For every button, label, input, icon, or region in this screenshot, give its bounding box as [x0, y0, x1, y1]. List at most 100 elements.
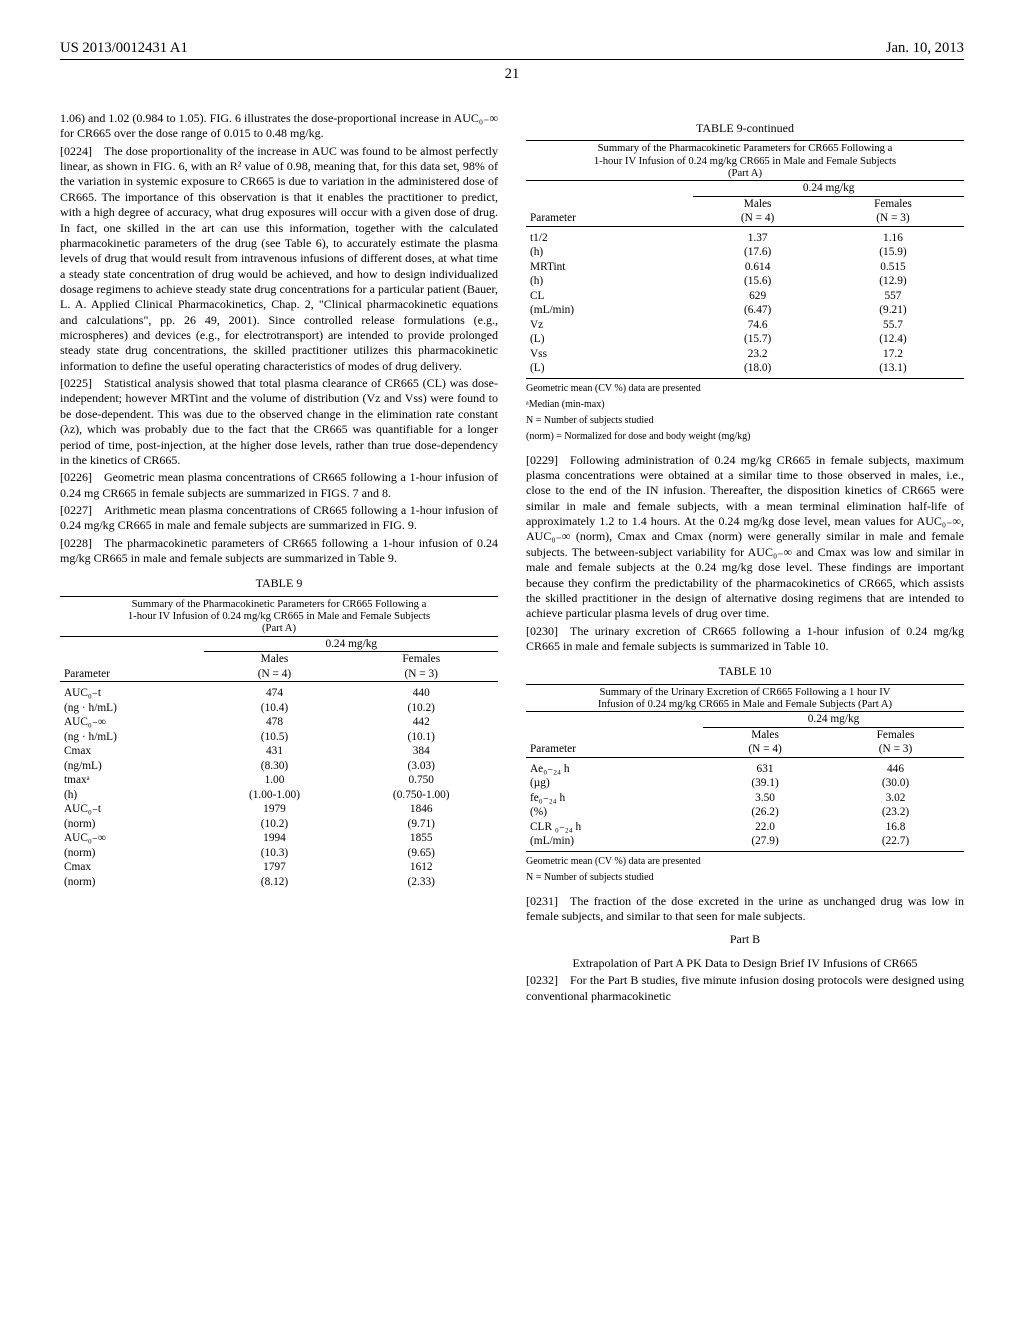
table-row: (L)(15.7)(12.4): [526, 332, 964, 347]
female-cell: (3.03): [344, 759, 498, 774]
para-0224: [0224] The dose proportionality of the i…: [60, 144, 498, 374]
female-cell: 442: [344, 715, 498, 730]
para-0226: [0226] Geometric mean plasma concentrati…: [60, 470, 498, 501]
male-cell: 431: [204, 744, 344, 759]
table9c-fn4: (norm) = Normalized for dose and body we…: [526, 431, 964, 443]
male-cell: (6.47): [693, 303, 822, 318]
table10-param-h: Parameter: [526, 742, 703, 757]
page-number: 21: [60, 66, 964, 83]
para-0228: [0228] The pharmacokinetic parameters of…: [60, 536, 498, 567]
param-cell: (mL/min): [526, 303, 693, 318]
page-header: US 2013/0012431 A1 Jan. 10, 2013: [60, 40, 964, 60]
table9-males-n: (N = 4): [204, 667, 344, 682]
table-row: AUC₀₋t19791846: [60, 802, 498, 817]
female-cell: (15.9): [822, 245, 964, 260]
female-cell: 0.750: [344, 773, 498, 788]
table-row: (h)(17.6)(15.9): [526, 245, 964, 260]
table-row: Vz74.655.7: [526, 318, 964, 333]
male-cell: (15.7): [693, 332, 822, 347]
male-cell: (8.30): [204, 759, 344, 774]
param-cell: (h): [60, 788, 204, 803]
table-row: (norm)(10.3)(9.65): [60, 846, 498, 861]
table9c-sub2: 1-hour IV Infusion of 0.24 mg/kg CR665 i…: [526, 156, 964, 168]
param-cell: (µg): [526, 776, 703, 791]
female-cell: 384: [344, 744, 498, 759]
male-cell: (15.6): [693, 274, 822, 289]
param-cell: MRTint: [526, 260, 693, 275]
table9c-males-n: (N = 4): [693, 211, 822, 226]
table-row: CLR ₀₋₂₄ h22.016.8: [526, 820, 964, 835]
table10-title: TABLE 10: [526, 664, 964, 679]
female-cell: 1855: [344, 831, 498, 846]
part-b-heading: Part B: [526, 932, 964, 947]
table-row: Vss23.217.2: [526, 347, 964, 362]
param-cell: (ng/mL): [60, 759, 204, 774]
param-cell: (norm): [60, 846, 204, 861]
table-row: t1/21.371.16: [526, 231, 964, 246]
publication-number: US 2013/0012431 A1: [60, 40, 188, 57]
param-cell: (ng · h/mL): [60, 701, 204, 716]
male-cell: (26.2): [703, 805, 827, 820]
table-row: (norm)(8.12)(2.33): [60, 875, 498, 890]
publication-date: Jan. 10, 2013: [886, 40, 964, 57]
table-row: AUC₀₋∞478442: [60, 715, 498, 730]
table10-females-n: (N = 3): [827, 742, 964, 757]
table9c-title: TABLE 9-continued: [526, 121, 964, 136]
table-row: Ae₀₋₂₄ h631446: [526, 762, 964, 777]
table9c-males-h: Males: [693, 196, 822, 211]
male-cell: (39.1): [703, 776, 827, 791]
male-cell: 631: [703, 762, 827, 777]
female-cell: (9.21): [822, 303, 964, 318]
param-cell: (mL/min): [526, 834, 703, 849]
param-cell: (L): [526, 332, 693, 347]
table-row: (ng · h/mL)(10.4)(10.2): [60, 701, 498, 716]
female-cell: 446: [827, 762, 964, 777]
param-cell: fe₀₋₂₄ h: [526, 791, 703, 806]
male-cell: 1797: [204, 860, 344, 875]
param-cell: Cmax: [60, 860, 204, 875]
para-0229: [0229] Following administration of 0.24 …: [526, 453, 964, 622]
male-cell: 1.37: [693, 231, 822, 246]
param-cell: (h): [526, 245, 693, 260]
para-0225: [0225] Statistical analysis showed that …: [60, 376, 498, 468]
table-row: (h)(1.00-1.00)(0.750-1.00): [60, 788, 498, 803]
female-cell: 1.16: [822, 231, 964, 246]
table9-title: TABLE 9: [60, 576, 498, 591]
table10-sub2: Infusion of 0.24 mg/kg CR665 in Male and…: [526, 699, 964, 712]
table9c-sub1: Summary of the Pharmacokinetic Parameter…: [526, 143, 964, 155]
table-row: (mL/min)(6.47)(9.21): [526, 303, 964, 318]
table9c-females-n: (N = 3): [822, 211, 964, 226]
female-cell: 17.2: [822, 347, 964, 362]
table10-females-h: Females: [827, 727, 964, 742]
female-cell: 0.515: [822, 260, 964, 275]
male-cell: (1.00-1.00): [204, 788, 344, 803]
table9-continued: Summary of the Pharmacokinetic Parameter…: [526, 140, 964, 378]
male-cell: (10.5): [204, 730, 344, 745]
table9c-sub3: (Part A): [526, 168, 964, 181]
table-row: (mL/min)(27.9)(22.7): [526, 834, 964, 849]
table9-sub2: 1-hour IV Infusion of 0.24 mg/kg CR665 i…: [60, 611, 498, 623]
male-cell: 3.50: [703, 791, 827, 806]
male-cell: 1994: [204, 831, 344, 846]
male-cell: (27.9): [703, 834, 827, 849]
table-row: Cmax431384: [60, 744, 498, 759]
table-row: Cmax17971612: [60, 860, 498, 875]
param-cell: AUC₀₋∞: [60, 715, 204, 730]
table-row: CL629557: [526, 289, 964, 304]
male-cell: (8.12): [204, 875, 344, 890]
male-cell: (10.4): [204, 701, 344, 716]
table9-females-h: Females: [344, 652, 498, 667]
table-row: AUC₀₋∞19941855: [60, 831, 498, 846]
param-cell: (L): [526, 361, 693, 376]
male-cell: 1.00: [204, 773, 344, 788]
female-cell: (13.1): [822, 361, 964, 376]
table9-males-h: Males: [204, 652, 344, 667]
table9c-dose: 0.24 mg/kg: [693, 181, 964, 197]
table-row: tmaxᵃ1.000.750: [60, 773, 498, 788]
female-cell: 55.7: [822, 318, 964, 333]
female-cell: 16.8: [827, 820, 964, 835]
table9c-fn3: N = Number of subjects studied: [526, 415, 964, 427]
table-row: (h)(15.6)(12.9): [526, 274, 964, 289]
param-cell: AUC₀₋∞: [60, 831, 204, 846]
table9-sub1: Summary of the Pharmacokinetic Parameter…: [60, 599, 498, 611]
